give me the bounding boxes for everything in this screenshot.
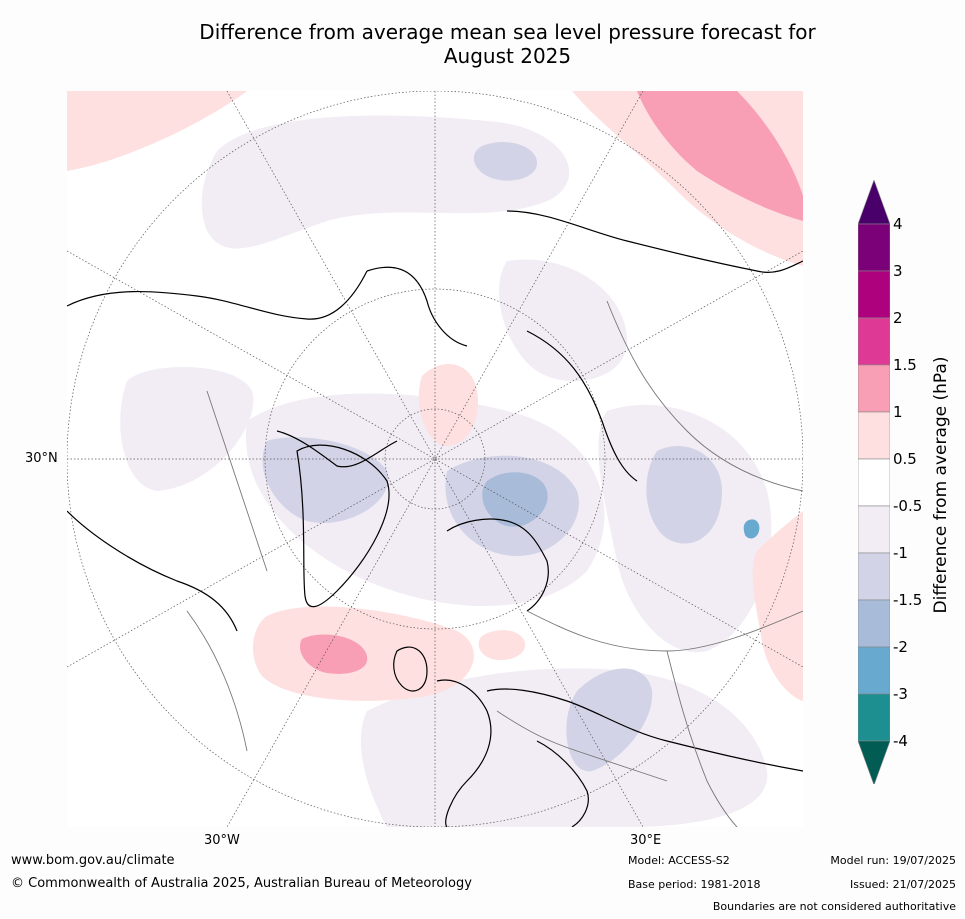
colorbar-tick-label: 1: [893, 403, 903, 421]
colorbar-segment: [857, 458, 891, 507]
colorbar-tick-label: -4: [893, 732, 908, 750]
colorbar-segment: [857, 270, 891, 319]
footer-base-period: Base period: 1981-2018: [628, 878, 761, 891]
colorbar-segment: [857, 552, 891, 601]
colorbar-title: Difference from average (hPa): [931, 356, 951, 614]
title-line-1: Difference from average mean sea level p…: [199, 20, 816, 44]
longitude-label-east: 30°E: [630, 833, 662, 848]
footer-copyright: © Commonwealth of Australia 2025, Austra…: [11, 876, 472, 891]
anomaly-neg-1-canada: [262, 437, 389, 523]
footer-website[interactable]: www.bom.gov.au/climate: [11, 853, 175, 868]
title-line-2: August 2025: [443, 44, 572, 68]
graticule: [67, 91, 803, 827]
anomaly-neg-1-mediterranean: [566, 668, 653, 772]
footer-model-run: Model run: 19/07/2025: [830, 854, 956, 867]
colorbar-segment: [857, 599, 891, 648]
colorbar-tick-label: 4: [893, 215, 903, 233]
colorbar-segment: [857, 693, 891, 742]
anomaly-neg-2-ural: [743, 519, 760, 539]
anomaly-neg-1-siberia: [646, 445, 722, 544]
colorbar-segment: [857, 411, 891, 460]
anomaly-neg-alaska: [120, 367, 254, 491]
colorbar-tick-label: 3: [893, 262, 903, 280]
colorbar-tick-label: -0.5: [893, 497, 923, 515]
anomaly-pos-1-atlantic: [299, 634, 368, 674]
colorbar-tick-label: -2: [893, 638, 908, 656]
latitude-label: 30°N: [25, 451, 58, 466]
anomaly-neg-europe: [360, 668, 768, 827]
colorbar-tick-label: -3: [893, 685, 908, 703]
colorbar-tick-label: 2: [893, 309, 903, 327]
anomaly-pos-1-pacific: [637, 91, 803, 221]
colorbar-extend-bottom: [857, 740, 891, 786]
footer-model: Model: ACCESS-S2: [628, 854, 730, 867]
colorbar-segment: [857, 505, 891, 554]
colorbar-tick-label: -1: [893, 544, 908, 562]
colorbar-tick-label: 1.5: [893, 356, 917, 374]
anomaly-pos-east-asia: [752, 511, 803, 701]
footer-issued: Issued: 21/07/2025: [849, 878, 956, 891]
anomaly-neg-north-pacific: [201, 115, 570, 249]
anomaly-pos-pole: [418, 364, 478, 446]
colorbar-segment: [857, 364, 891, 413]
coastlines: [67, 210, 803, 827]
anomaly-pos-baltic: [478, 630, 526, 661]
colorbar: [857, 179, 891, 786]
forecast-map: [67, 91, 803, 827]
anomaly-neg-1-pacific: [473, 142, 537, 181]
colorbar-segment: [857, 646, 891, 695]
country-borders: [186, 300, 803, 827]
colorbar-graphic: [857, 179, 891, 786]
colorbar-segment: [857, 223, 891, 272]
chart-title: Difference from average mean sea level p…: [0, 20, 965, 68]
colorbar-tick-label: 0.5: [893, 450, 917, 468]
colorbar-segment: [857, 317, 891, 366]
footer-disclaimer: Boundaries are not considered authoritat…: [712, 900, 956, 913]
map-canvas: [67, 91, 803, 827]
anomaly-pos-north-pacific-west: [67, 91, 247, 171]
colorbar-tick-label: -1.5: [893, 591, 923, 609]
longitude-label-west: 30°W: [204, 833, 240, 848]
colorbar-extend-top: [857, 179, 891, 225]
